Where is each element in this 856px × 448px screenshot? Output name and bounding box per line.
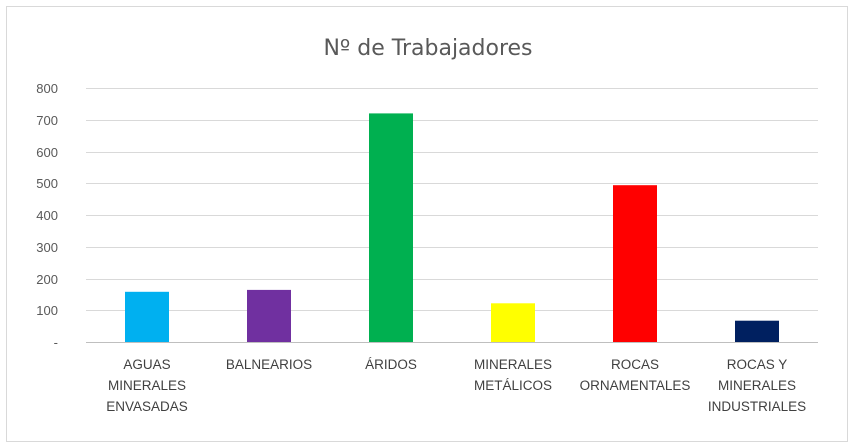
x-axis: AGUAS MINERALES ENVASADAS BALNEARIOS ÁRIDOS M… bbox=[106, 357, 806, 414]
x-tick-label: AGUAS MINERALES ENVASADAS bbox=[106, 357, 188, 414]
bar bbox=[491, 303, 535, 342]
y-tick-label: 700 bbox=[36, 113, 58, 128]
y-axis: - 100 200 300 400 500 600 700 800 bbox=[36, 81, 58, 350]
bar bbox=[247, 289, 291, 342]
chart-title: Nº de Trabajadores bbox=[323, 36, 532, 61]
x-tick-label: BALNEARIOS bbox=[226, 357, 312, 372]
y-tick-label: 100 bbox=[36, 303, 58, 318]
gridlines bbox=[86, 88, 818, 343]
y-tick-label: 800 bbox=[36, 81, 58, 96]
y-tick-label: 500 bbox=[36, 176, 58, 191]
x-tick-label: ROCAS Y MINERALES INDUSTRIALES bbox=[708, 357, 806, 414]
bar bbox=[369, 113, 413, 343]
x-tick-label: MINERALES METÁLICOS bbox=[474, 357, 552, 393]
y-tick-label: 200 bbox=[36, 272, 58, 287]
bar bbox=[735, 320, 779, 342]
x-tick-label: ROCAS ORNAMENTALES bbox=[580, 357, 691, 393]
y-tick-label: - bbox=[54, 335, 58, 350]
x-tick-label: ÁRIDOS bbox=[365, 357, 417, 372]
chart-area bbox=[6, 6, 848, 442]
y-tick-label: 400 bbox=[36, 208, 58, 223]
bar bbox=[125, 291, 169, 342]
y-tick-label: 600 bbox=[36, 145, 58, 160]
bar bbox=[613, 185, 657, 342]
y-tick-label: 300 bbox=[36, 240, 58, 255]
bars bbox=[125, 113, 779, 343]
